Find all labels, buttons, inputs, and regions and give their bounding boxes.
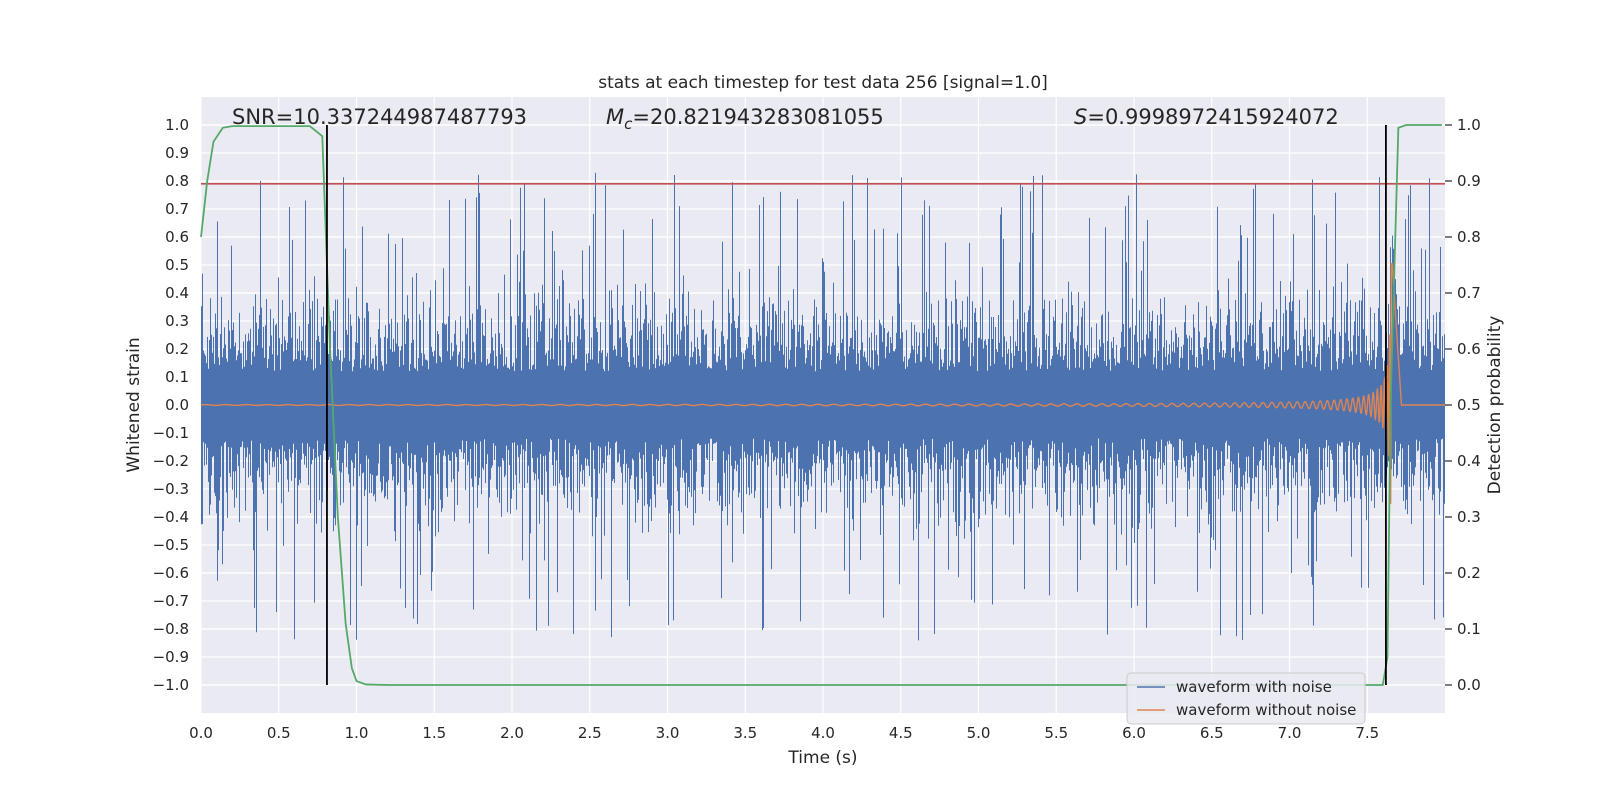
x-tick-label: 7.0 (1278, 724, 1302, 742)
y-right-tick-label: 0.1 (1457, 620, 1481, 638)
y-left-axis-ticks: 1.0 0.9 0.8 0.7 0.6 0.5 0.4 0.3 0.2 0.1 0.0 −0.1 −0.… (153, 116, 189, 694)
series-waveform-without-noise (200, 262, 1445, 504)
y-left-axis-label: Whitened strain (124, 337, 144, 472)
y-left-tick-label: 0.3 (165, 312, 189, 330)
series-detection-probability (200, 124, 1442, 686)
y-left-tick-label: −0.2 (153, 452, 189, 470)
x-tick-label: 6.0 (1122, 724, 1146, 742)
s-value: =0.9998972415924072 (1087, 105, 1338, 129)
mc-subscript: c (624, 115, 633, 133)
x-axis-label: Time (s) (787, 748, 857, 768)
x-tick-label: 6.5 (1200, 724, 1224, 742)
y-left-tick-label: 0.1 (165, 368, 189, 386)
x-tick-label: 0.0 (189, 724, 213, 742)
x-tick-label: 0.5 (267, 724, 291, 742)
y-left-tick-label: −0.6 (153, 564, 189, 582)
x-tick-label: 3.5 (733, 724, 757, 742)
y-right-tick-label: 0.5 (1457, 396, 1481, 414)
y-right-tick-label: 0.9 (1457, 172, 1481, 190)
y-right-tick-label: 0.6 (1457, 340, 1481, 358)
y-left-tick-label: 0.7 (165, 200, 189, 218)
x-tick-label: 2.0 (500, 724, 524, 742)
legend: waveform with noise waveform without noi… (1126, 672, 1366, 725)
y-left-tick-label: 0.4 (165, 284, 189, 302)
y-left-tick-label: −0.7 (153, 592, 189, 610)
x-tick-label: 1.0 (345, 724, 369, 742)
y-left-tick-label: −0.9 (153, 648, 189, 666)
y-right-tick-label: 0.8 (1457, 228, 1481, 246)
detection-vlines (326, 125, 1387, 685)
x-tick-label: 5.5 (1044, 724, 1068, 742)
s-symbol: S (1074, 105, 1087, 129)
chart-title: stats at each timestep for test data 256… (598, 73, 1048, 93)
series-waveform-with-noise (201, 172, 1445, 641)
mc-value: =20.821943283081055 (632, 105, 883, 129)
mc-symbol: M (606, 105, 624, 129)
legend-box (1126, 672, 1366, 725)
y-right-tick-label: 0.3 (1457, 508, 1481, 526)
y-right-tick-label: 0.2 (1457, 564, 1481, 582)
y-left-tick-label: −0.1 (153, 424, 189, 442)
y-left-tick-label: 0.2 (165, 340, 189, 358)
snr-annotation: SNR=10.337244987487793 (232, 105, 527, 129)
y-left-tick-label: 0.8 (165, 172, 189, 190)
x-tick-label: 2.5 (578, 724, 602, 742)
x-tick-label: 5.0 (967, 724, 991, 742)
x-tick-label: 7.5 (1355, 724, 1379, 742)
y-left-tick-label: −1.0 (153, 676, 189, 694)
x-tick-label: 4.5 (889, 724, 913, 742)
y-right-tick-label: 0.7 (1457, 284, 1481, 302)
y-right-axis-ticks: 1.0 0.9 0.8 0.7 0.6 0.5 0.4 0.3 0.2 0.1 0.0 (1445, 116, 1481, 694)
y-left-tick-label: −0.4 (153, 508, 189, 526)
y-left-tick-label: −0.3 (153, 480, 189, 498)
legend-label-waveform-with-noise: waveform with noise (1176, 678, 1332, 696)
y-left-tick-label: 0.0 (165, 396, 189, 414)
score-annotation: S=0.9998972415924072 (1074, 105, 1339, 129)
y-right-axis-label: Detection probability (1485, 316, 1505, 495)
y-left-tick-label: 0.9 (165, 144, 189, 162)
y-right-tick-label: 1.0 (1457, 116, 1481, 134)
x-axis-ticks: 0.0 0.5 1.0 1.5 2.0 2.5 3.0 3.5 4.0 4.5 5.0 5.5 6.0 6… (189, 724, 1379, 742)
x-tick-label: 1.5 (422, 724, 446, 742)
y-right-tick-label: 0.4 (1457, 452, 1481, 470)
y-left-tick-label: 0.6 (165, 228, 189, 246)
y-right-tick-label: 0.0 (1457, 676, 1481, 694)
x-tick-label: 4.0 (811, 724, 835, 742)
y-left-tick-label: 0.5 (165, 256, 189, 274)
legend-label-waveform-without-noise: waveform without noise (1176, 701, 1356, 719)
y-left-tick-label: −0.5 (153, 536, 189, 554)
x-tick-label: 3.0 (656, 724, 680, 742)
y-left-tick-label: 1.0 (165, 116, 189, 134)
y-left-tick-label: −0.8 (153, 620, 189, 638)
chirp-mass-annotation: Mc=20.821943283081055 (606, 105, 884, 133)
